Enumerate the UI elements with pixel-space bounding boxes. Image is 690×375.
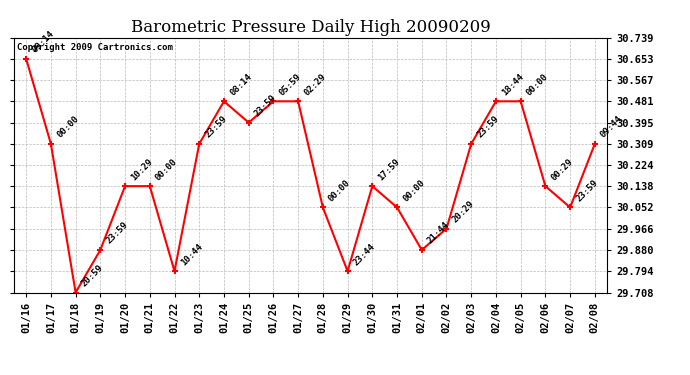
Text: 00:00: 00:00 [55,114,81,140]
Text: 17:59: 17:59 [377,157,402,182]
Text: 23:59: 23:59 [204,114,229,140]
Text: 05:59: 05:59 [277,72,303,97]
Text: 23:59: 23:59 [104,220,130,246]
Text: 23:59: 23:59 [574,178,600,203]
Text: 10:29: 10:29 [129,157,155,182]
Text: 09:44: 09:44 [599,114,624,140]
Text: 09:14: 09:14 [30,29,56,55]
Text: 00:00: 00:00 [525,72,550,97]
Text: 00:29: 00:29 [549,157,575,182]
Text: 08:14: 08:14 [228,72,253,97]
Text: 20:59: 20:59 [80,263,105,288]
Text: Copyright 2009 Cartronics.com: Copyright 2009 Cartronics.com [17,43,172,52]
Text: 20:29: 20:29 [451,199,476,225]
Text: 00:00: 00:00 [401,178,426,203]
Text: 18:44: 18:44 [500,72,526,97]
Text: 23:44: 23:44 [352,242,377,267]
Text: 21:44: 21:44 [426,220,451,246]
Title: Barometric Pressure Daily High 20090209: Barometric Pressure Daily High 20090209 [130,19,491,36]
Text: 00:00: 00:00 [327,178,353,203]
Text: 10:44: 10:44 [179,242,204,267]
Text: 23:59: 23:59 [475,114,501,140]
Text: 23:59: 23:59 [253,93,278,118]
Text: 02:29: 02:29 [302,72,328,97]
Text: 00:00: 00:00 [154,157,179,182]
